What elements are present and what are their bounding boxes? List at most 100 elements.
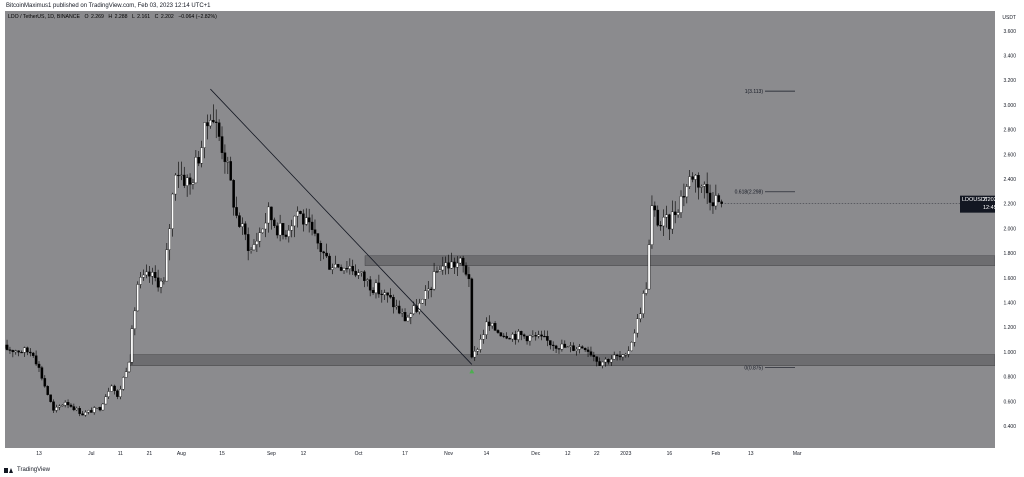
candle	[87, 409, 90, 415]
candle	[23, 346, 26, 358]
candle	[258, 227, 262, 248]
candle	[583, 347, 587, 352]
candle	[685, 184, 689, 204]
x-tick-label: Nov	[444, 451, 453, 457]
footer[interactable]: TradingView	[4, 465, 50, 475]
candle	[334, 255, 337, 269]
high-value: 2.288	[115, 14, 128, 20]
candle	[421, 298, 424, 304]
candle	[246, 227, 250, 261]
descending-trendline	[210, 88, 473, 365]
y-tick-label: 0.600	[1003, 399, 1016, 405]
y-tick-label: 1.400	[1003, 301, 1016, 307]
candle	[549, 340, 552, 350]
candle	[575, 347, 578, 356]
candle	[8, 346, 12, 354]
candle	[235, 196, 238, 219]
candle	[60, 404, 64, 407]
candle	[107, 387, 110, 399]
candle	[342, 267, 346, 274]
candle	[499, 331, 503, 337]
candle	[31, 352, 35, 358]
candle	[560, 339, 564, 352]
candle	[641, 290, 645, 318]
candle	[647, 239, 651, 290]
candle	[52, 399, 55, 414]
candle	[229, 156, 233, 181]
candle	[165, 243, 169, 282]
candle	[517, 329, 520, 343]
x-tick-label: 13	[748, 451, 754, 457]
fibonacci-levels: 1(3.113) 0.618(2.298) 0(0.875)	[735, 89, 795, 371]
candle	[615, 353, 619, 361]
plot-background	[5, 11, 995, 448]
symbol-pair: LDO / TetherUS, 1D, BINANCE	[8, 14, 81, 20]
candle	[75, 406, 79, 412]
y-tick-label: 3.400	[1003, 54, 1016, 60]
candle	[90, 407, 93, 413]
candle	[534, 332, 538, 341]
candle	[363, 270, 366, 288]
candle	[368, 276, 372, 297]
candle	[34, 350, 38, 366]
candle	[659, 221, 662, 231]
candle	[200, 140, 203, 168]
candle	[296, 206, 299, 228]
candle	[531, 330, 535, 338]
candle	[653, 201, 657, 217]
candle	[209, 114, 212, 129]
change-value: −0.064 (−2.82%)	[178, 14, 217, 20]
candle	[435, 266, 439, 273]
candle	[142, 269, 145, 281]
price-chart[interactable]: 1(3.113) 0.618(2.298) 0(0.875) USDT 3.600 3.…	[5, 11, 1019, 462]
chart-frame[interactable]: 1(3.113) 0.618(2.298) 0(0.875) USDT 3.600 3.…	[5, 11, 1019, 462]
candle	[168, 223, 172, 261]
candle	[482, 329, 485, 344]
footer-brand: TradingView	[17, 467, 51, 473]
candle	[441, 256, 445, 275]
candle	[212, 104, 215, 124]
candle	[383, 289, 386, 300]
candle	[322, 250, 325, 260]
candle	[618, 350, 622, 361]
candle	[604, 357, 607, 367]
candle	[624, 352, 628, 358]
candle	[392, 294, 395, 314]
candle	[668, 213, 671, 241]
low-value: 2.161	[137, 14, 150, 20]
candle	[578, 344, 581, 354]
candle	[450, 252, 453, 269]
candle	[319, 240, 323, 261]
x-tick-label: 15	[219, 451, 225, 457]
candle	[206, 114, 209, 140]
candle	[43, 375, 47, 388]
candle	[569, 342, 572, 353]
candle	[72, 403, 76, 412]
candle	[133, 307, 137, 336]
y-tick-label: 0.800	[1003, 375, 1016, 381]
candle	[310, 214, 314, 236]
candle	[357, 269, 360, 279]
candle	[81, 410, 84, 416]
candle	[17, 350, 20, 357]
candle	[406, 314, 410, 322]
candle	[243, 221, 247, 241]
candle	[537, 330, 540, 339]
candle	[365, 278, 369, 287]
candle	[514, 330, 517, 345]
last-price-tag: LDOUSDT 2.202 12:45:42	[960, 195, 1004, 213]
candle	[400, 308, 404, 318]
price-tag-symbol: LDOUSDT	[962, 197, 989, 203]
candle	[238, 212, 241, 228]
candle	[502, 333, 506, 339]
x-tick-label: Jul	[88, 451, 94, 457]
candle	[708, 184, 712, 211]
candle	[630, 341, 633, 352]
candle	[281, 223, 285, 240]
candle	[156, 269, 160, 292]
candle	[328, 253, 331, 270]
candle	[662, 209, 665, 236]
y-tick-label: 1.600	[1003, 276, 1016, 282]
candle	[476, 347, 479, 356]
candle	[702, 181, 706, 199]
